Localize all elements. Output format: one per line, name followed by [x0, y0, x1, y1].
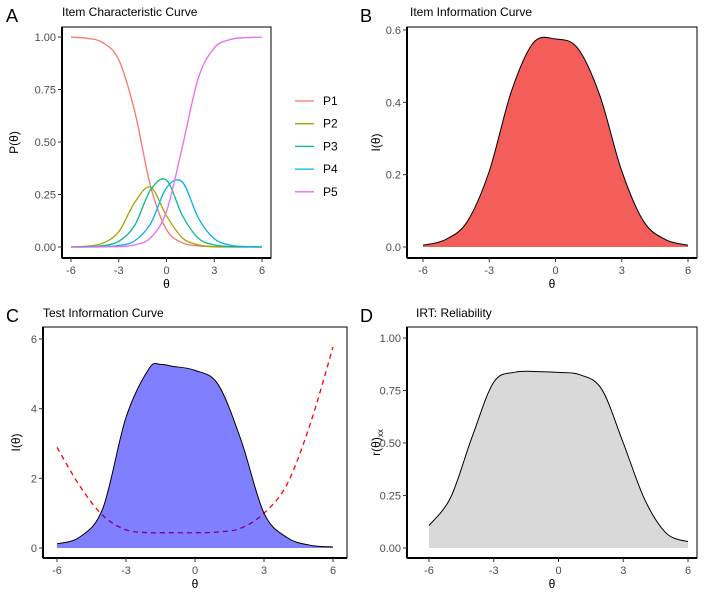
x-tick-label: -6	[424, 565, 434, 577]
y-tick-label: 0.6	[386, 25, 401, 37]
y-axis-label: P(θ)	[7, 131, 21, 154]
x-tick-label: 3	[261, 565, 267, 577]
series-line-p2	[70, 186, 262, 248]
x-tick-label: 0	[555, 565, 561, 577]
area-fill	[429, 371, 688, 548]
legend-label: P2	[323, 117, 338, 131]
y-axis-label: r(θ)xx	[369, 429, 385, 456]
y-tick-label: 4	[31, 404, 37, 416]
area-fill	[423, 37, 688, 248]
x-tick-label: -6	[66, 265, 76, 277]
y-axis-label: I(θ)	[369, 133, 383, 151]
y-tick-label: 1.00	[380, 333, 401, 345]
area-fill	[57, 363, 333, 548]
y-tick-label: 0.50	[35, 137, 56, 149]
x-tick-label: 3	[211, 265, 217, 277]
y-tick-label: 2	[31, 473, 37, 485]
y-axis-label-text: I(θ)	[9, 433, 23, 451]
x-tick-label: 0	[192, 565, 198, 577]
y-axis-label-text: r(θ)	[369, 437, 383, 456]
y-tick-label: 1.00	[35, 32, 56, 44]
y-tick-label: 0	[31, 543, 37, 555]
panel-letter-a: A	[6, 6, 18, 26]
x-tick-label: -3	[484, 265, 494, 277]
panel-b: Item Information Curve -6 -3 0 3 6 0.0 0.2 0.4 0.…	[369, 5, 698, 291]
panel-letter-d: D	[360, 306, 373, 326]
x-tick-label: 3	[620, 565, 626, 577]
y-axis-label: I(θ)	[9, 433, 23, 451]
series-line-p3	[70, 178, 263, 248]
x-tick-label: 6	[685, 565, 691, 577]
y-axis-label-text: I(θ)	[369, 133, 383, 151]
y-tick-label: 0.25	[35, 190, 56, 202]
x-tick-label: 3	[619, 265, 625, 277]
series-line-p5	[71, 36, 263, 248]
panel-title: Item Characteristic Curve	[62, 5, 198, 19]
y-tick-label: 0.2	[386, 170, 401, 182]
x-tick-label: 0	[163, 265, 169, 277]
area-outline	[56, 362, 334, 548]
x-tick-label: -3	[121, 565, 131, 577]
x-tick-label: 0	[552, 265, 558, 277]
y-tick-label: 0.00	[380, 543, 401, 555]
panel-border	[61, 26, 272, 259]
panel-title: IRT: Reliability	[416, 306, 492, 320]
x-tick-label: -3	[489, 565, 499, 577]
panel-letter-b: B	[360, 6, 372, 26]
y-tick-label: 6	[31, 334, 37, 346]
x-tick-label: -6	[418, 265, 428, 277]
panel-d: IRT: Reliability -6 -3 0 3 6 0.00 0.25 0.50 0.75 1…	[369, 306, 698, 591]
panel-c: Test Information Curve -6 -3 0 3 6 0 2 4 6 θ I(θ)	[9, 306, 348, 591]
legend-label: P5	[323, 185, 338, 199]
y-tick-label: 0.0	[386, 242, 401, 254]
x-axis-label: θ	[549, 577, 556, 591]
panel-letter-c: C	[6, 306, 19, 326]
panel-a: Item Characteristic Curve P1 P2 P3 P4 P5 -6 -3 0…	[7, 5, 338, 291]
x-axis-label: θ	[549, 277, 556, 291]
panel-title: Test Information Curve	[43, 306, 164, 320]
x-axis-label: θ	[192, 577, 199, 591]
y-tick-label: 0.4	[386, 97, 401, 109]
legend-label: P4	[323, 162, 338, 176]
x-tick-label: 6	[330, 565, 336, 577]
panel-title: Item Information Curve	[410, 5, 532, 19]
y-tick-label: 0.25	[380, 491, 401, 503]
x-tick-label: 6	[259, 265, 265, 277]
legend-label: P3	[323, 139, 338, 153]
x-tick-label: 6	[685, 265, 691, 277]
y-tick-label: 0.50	[380, 438, 401, 450]
legend-label: P1	[323, 94, 338, 108]
y-tick-label: 0.75	[380, 386, 401, 398]
area-outline	[422, 36, 689, 246]
y-axis-label-subscript: xx	[376, 429, 385, 437]
y-tick-label: 0.00	[35, 242, 56, 254]
y-tick-label: 0.75	[35, 85, 56, 97]
x-tick-label: -6	[52, 565, 62, 577]
y-axis-label-text: P(θ)	[7, 131, 21, 154]
area-outline	[428, 370, 689, 543]
x-axis-label: θ	[163, 277, 170, 291]
x-tick-label: -3	[114, 265, 124, 277]
